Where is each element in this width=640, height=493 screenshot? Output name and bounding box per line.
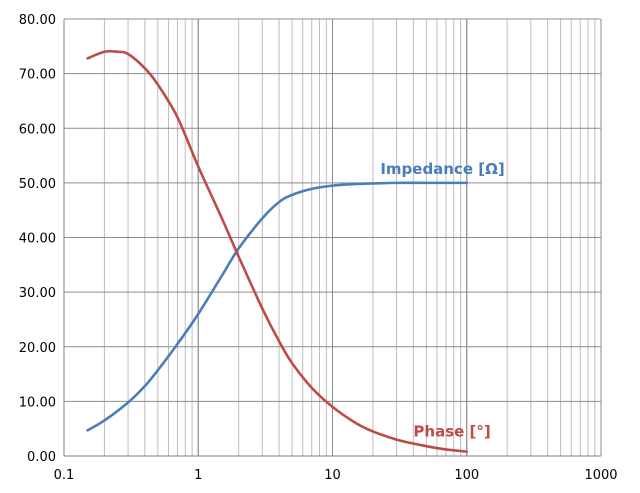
axes bbox=[63, 19, 601, 457]
y-tick-label: 40.00 bbox=[19, 232, 56, 247]
y-tick-labels: 0.00 10.00 20.00 30.00 40.00 50.00 60.00 70.00 8… bbox=[19, 13, 56, 465]
phase-label: Phase [°] bbox=[413, 423, 490, 441]
y-tick-label: 50.00 bbox=[19, 177, 56, 192]
y-tick-label: 30.00 bbox=[19, 286, 56, 301]
impedance-label: Impedance [Ω] bbox=[380, 160, 504, 178]
series-lines bbox=[86, 49, 469, 453]
x-tick-label: 1000 bbox=[584, 468, 617, 483]
x-tick-label: 1 bbox=[194, 468, 202, 483]
y-tick-label: 0.00 bbox=[27, 450, 56, 465]
x-tick-label: 0.1 bbox=[54, 468, 75, 483]
impedance-line bbox=[86, 181, 469, 432]
phase-line bbox=[86, 49, 469, 453]
x-tick-labels: 0.1 1 10 100 1000 bbox=[54, 468, 618, 483]
x-tick-label: 10 bbox=[324, 468, 341, 483]
y-tick-label: 10.00 bbox=[19, 395, 56, 410]
y-tick-label: 20.00 bbox=[19, 341, 56, 356]
series-labels: Impedance [Ω] Phase [°] bbox=[380, 160, 504, 441]
y-tick-label: 70.00 bbox=[19, 68, 56, 83]
y-tick-label: 60.00 bbox=[19, 122, 56, 137]
x-tick-label: 100 bbox=[454, 468, 479, 483]
y-tick-label: 80.00 bbox=[19, 13, 56, 28]
